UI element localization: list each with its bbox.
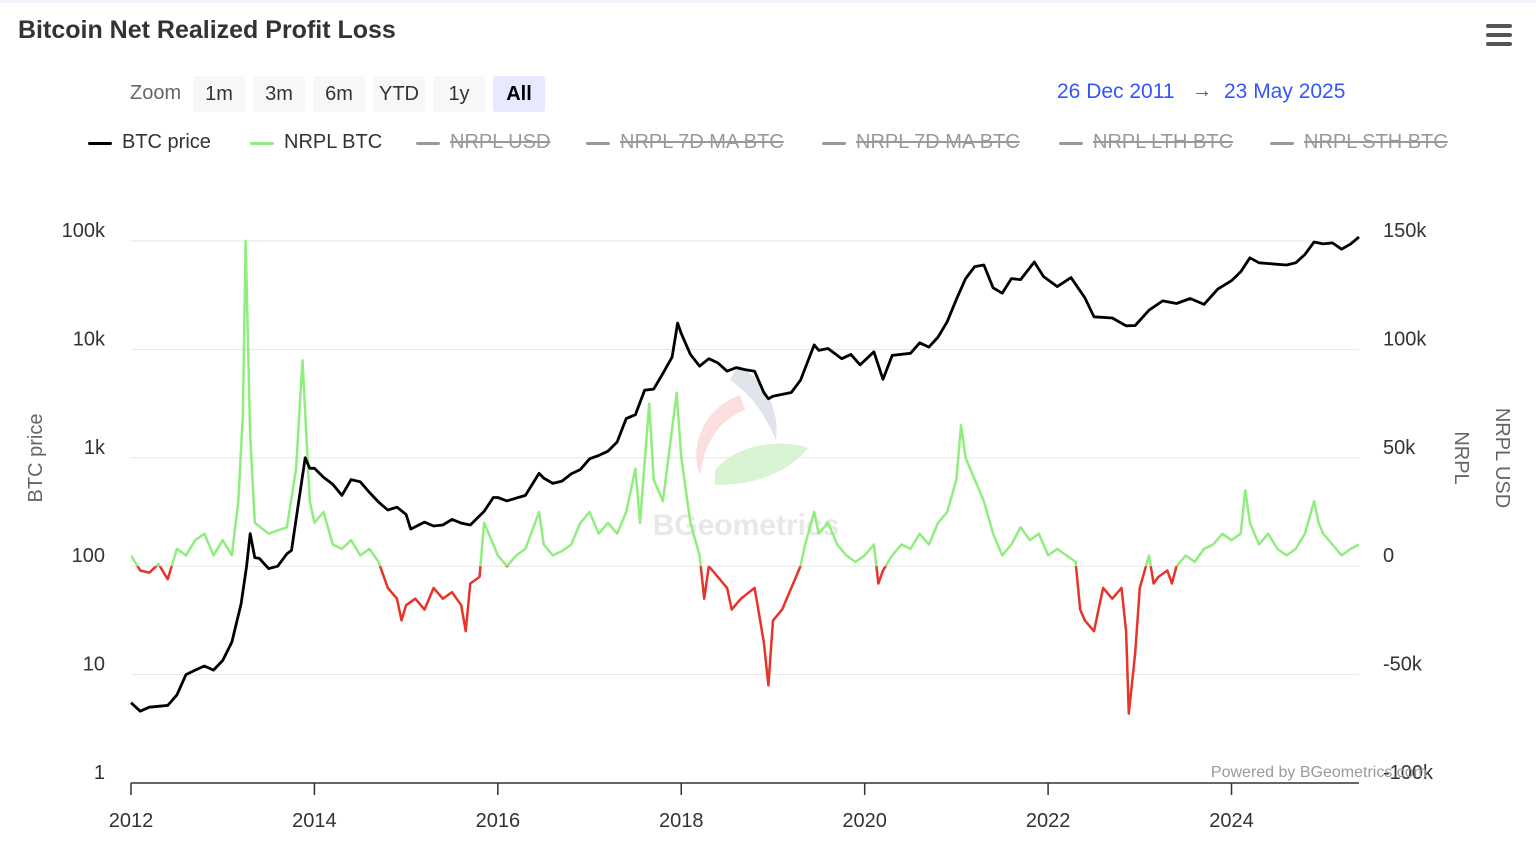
zoom-6m-button[interactable]: 6m — [313, 76, 365, 112]
range-to-input[interactable]: 23 May 2025 — [1224, 80, 1346, 103]
credits-link[interactable]: Powered by BGeometrics.com — [1211, 764, 1427, 781]
watermark-logo-green — [715, 443, 808, 485]
legend-swatch — [1270, 142, 1294, 145]
zoom-1y-button[interactable]: 1y — [433, 76, 485, 112]
y-right-tick-label: 100k — [1383, 328, 1427, 350]
range-from-input[interactable]: 26 Dec 2011 — [1057, 80, 1175, 103]
y-left-tick-label: 10 — [83, 654, 105, 676]
x-axis: 2012 2014 2016 2018 2020 2022 2024 — [109, 782, 1359, 832]
nrpl-btc-series-negative[interactable] — [131, 241, 1359, 715]
y-right-tick-label: -50k — [1383, 654, 1423, 676]
y-axis-right-title: NRPL — [1450, 431, 1472, 484]
x-tick-label: 2024 — [1209, 810, 1254, 832]
legend-label: NRPL BTC — [284, 131, 383, 153]
legend-label: NRPL STH BTC — [1304, 131, 1448, 153]
top-border — [0, 0, 1536, 3]
x-tick-label: 2012 — [109, 810, 154, 832]
legend-swatch — [822, 142, 846, 145]
legend-label: BTC price — [122, 131, 211, 153]
range-arrow-icon: → — [1192, 80, 1212, 102]
y-left-tick-label: 1 — [94, 762, 105, 784]
zoom-3m-button[interactable]: 3m — [253, 76, 305, 112]
left-axis-ticks: 1 10 100 1k 10k 100k — [62, 220, 106, 784]
x-tick-label: 2014 — [292, 810, 337, 832]
legend-label: NRPL USD — [450, 131, 551, 153]
legend-swatch — [88, 142, 112, 145]
hamburger-menu-icon[interactable] — [1484, 22, 1514, 48]
chart-title: Bitcoin Net Realized Profit Loss — [18, 16, 396, 44]
x-tick-label: 2020 — [842, 810, 887, 832]
right-axis-ticks: -100k -50k 0 50k 100k 150k — [1383, 220, 1434, 784]
legend-swatch — [250, 142, 274, 145]
x-tick-label: 2018 — [659, 810, 704, 832]
legend-swatch — [1059, 142, 1083, 145]
grid-lines — [131, 240, 1359, 676]
y-left-tick-label: 10k — [73, 328, 106, 350]
y-axis-right-title-2: NRPL USD — [1491, 408, 1513, 508]
x-tick-label: 2022 — [1026, 810, 1071, 832]
zoom-1m-button[interactable]: 1m — [193, 76, 245, 112]
legend-label: NRPL LTH BTC — [1093, 131, 1234, 153]
y-left-tick-label: 100 — [72, 545, 105, 567]
y-right-tick-label: 150k — [1383, 220, 1427, 242]
watermark: BGeometrics — [653, 365, 839, 542]
zoom-label: Zoom — [130, 82, 182, 104]
watermark-logo-gray — [730, 365, 777, 440]
zoom-ytd-button[interactable]: YTD — [373, 76, 425, 112]
btc-price-series[interactable] — [130, 235, 1360, 713]
x-tick-label: 2016 — [476, 810, 521, 832]
legend-label: NRPL 7D MA BTC — [620, 131, 784, 153]
nrpl-btc-series-positive[interactable] — [131, 239, 1359, 714]
y-right-tick-label: -100k — [1383, 762, 1434, 784]
y-left-tick-label: 1k — [84, 437, 106, 459]
y-axis-left-title: BTC price — [25, 414, 47, 503]
y-right-tick-label: 50k — [1383, 437, 1416, 459]
legend-label: NRPL 7D MA BTC — [856, 131, 1020, 153]
zoom-all-button[interactable]: All — [493, 76, 545, 112]
y-right-tick-label: 0 — [1383, 545, 1394, 567]
legend-swatch — [586, 142, 610, 145]
series-layer[interactable] — [130, 235, 1360, 715]
legend-swatch — [416, 142, 440, 145]
watermark-logo-red — [696, 395, 745, 475]
y-left-tick-label: 100k — [62, 220, 106, 242]
